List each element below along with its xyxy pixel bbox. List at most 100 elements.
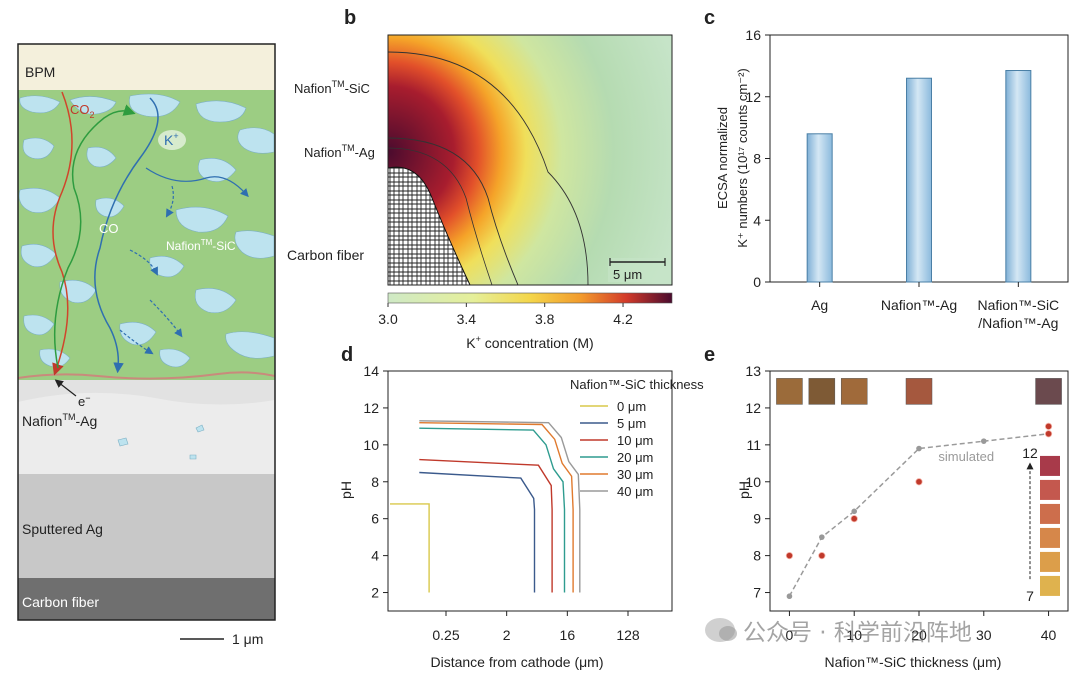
label-nafion-ag: NafionTM-Ag [304,143,375,160]
contour-outer [388,51,589,285]
d-ytick-label: 8 [371,474,379,490]
e-ytick-label: 8 [753,548,761,564]
c-ylabel-2: K⁺ numbers (10¹⁷ counts cm⁻²) [735,68,750,248]
c-xtick-label: /Nafion™-Ag [978,315,1058,331]
e-ytick-label: 13 [745,363,761,379]
panel-b: b 5 μm NafionTM-SiC NafionTM-Ag Carbon f… [287,7,673,351]
electron-label: e− [78,393,91,409]
scalebar-b-label: 5 μm [613,267,642,282]
simulated-point [819,534,825,540]
e-ytick-label: 7 [753,585,761,601]
e-ytick-label: 9 [753,511,761,527]
ph-scale-cell [1040,551,1060,572]
e-xtick-label: 0 [786,627,794,643]
colorbar [387,292,673,304]
simulated-line [788,433,1049,597]
carbon-fiber-label: Carbon fiber [22,594,99,610]
simulated-point [786,593,793,600]
panel-d-label: d [341,344,353,366]
ph-paper-swatch [1035,378,1062,405]
experimental-point [785,552,794,560]
e-xtick-label: 30 [976,627,992,643]
d-ytick-label: 14 [363,363,379,379]
panel-e: e 7 8 9 10 11 12 13 0 10 20 30 40 simulated 12 7 pH Na… [704,344,1069,670]
d-ytick-label: 12 [363,400,379,416]
e-ylabel: pH [736,481,752,499]
e-ytick-label: 12 [745,400,761,416]
legend-label: 40 μm [617,484,653,499]
d-xtick-label: 0.25 [432,627,459,643]
e-ytick-label: 11 [746,437,761,453]
simulated-point [916,445,922,452]
ph-series-line [419,471,536,593]
carbon-fiber-layer [18,578,275,620]
legend-label: 30 μm [617,467,653,482]
wechat-icon [705,618,737,642]
bar [906,77,932,283]
watermark: 公众号 · 科学前沿阵地 [705,610,1065,650]
legend-label: 20 μm [617,450,653,465]
experimental-point [818,552,826,560]
panel-a: BPM CO2 K+ CO NafionTM-SiC e− NafionTM-A… [17,43,276,647]
c-ylabel-1: ECSA normalized [715,107,730,209]
d-ytick-label: 6 [371,511,379,527]
colorbar-tick-label: 4.2 [613,311,633,327]
line-chart: 2 4 6 8 10 12 14 0.25 2 16 128 0 μm 5 μm 10 μm 20 μm 30… [363,363,673,643]
ph-scale-cell [1040,503,1060,524]
c-ytick-label: 8 [753,151,761,167]
co-label: CO [99,221,119,236]
label-nafion-sic: NafionTM-SiC [294,79,370,96]
k-label: K+ [164,131,179,148]
d-ylabel: pH [338,481,354,499]
k-path [94,97,159,374]
d-legend-title: Nafion™-SiC thickness [570,377,704,392]
bpm-label: BPM [25,64,55,80]
contour-mid [388,137,519,285]
ph-scale-top: 12 [1022,445,1038,461]
e-ytick-label: 10 [745,474,761,490]
experimental-point [850,515,858,523]
d-xtick-label: 128 [616,627,640,643]
d-frame [387,370,673,612]
c-xtick-label: Ag [811,297,828,313]
bar [806,133,833,283]
ph-series-line [390,503,430,593]
sputtered-ag-layer [18,474,275,578]
ph-paper-swatch [905,378,933,405]
c-ytick-label: 0 [753,274,761,290]
bpm-layer [18,44,275,92]
bar-chart: 0 4 8 12 16 Ag Nafion™-Ag Nafion™-SiC/Nafion™-A… [745,27,1069,331]
d-ytick-label: 10 [363,437,379,453]
d-ytick-label: 2 [371,585,379,601]
experimental-point [1044,422,1053,430]
ph-scale-bottom: 7 [1026,588,1034,604]
simulated-point [851,508,858,515]
scatter-chart: 7 8 9 10 11 12 13 0 10 20 30 40 simulated 12 7 [745,363,1069,643]
co-path [53,104,136,369]
k-branch [145,167,249,198]
ph-series-line [419,458,553,593]
panel-b-label: b [344,7,356,29]
panel-c: c 0 4 8 12 16 Ag Nafion™-Ag Nafion™-SiC/Nafion™… [704,7,1069,331]
pores [18,93,275,368]
experimental-point [915,478,923,486]
simulated-point [980,438,987,444]
d-xtick-label: 2 [503,627,511,643]
c-ytick-label: 16 [745,27,761,43]
ph-scale-cell [1040,527,1060,548]
ph-series-line [419,422,574,593]
ph-paper-swatch [808,378,836,405]
ph-series-line [419,420,581,593]
d-xlabel: Distance from cathode (μm) [430,654,603,670]
ph-scale-cell [1040,455,1060,476]
ph-paper-swatch [840,378,868,405]
ph-scale-cell [1040,575,1060,596]
e-xlabel: Nafion™-SiC thickness (μm) [825,654,1002,670]
ph-series-line [419,427,566,593]
c-xtick-label: Nafion™-Ag [881,297,957,313]
colorbar-tick-label: 3.0 [378,311,398,327]
d-xtick-label: 16 [560,627,576,643]
colorbar-tick-label: 3.4 [457,311,477,327]
e-xtick-label: 40 [1041,627,1057,643]
